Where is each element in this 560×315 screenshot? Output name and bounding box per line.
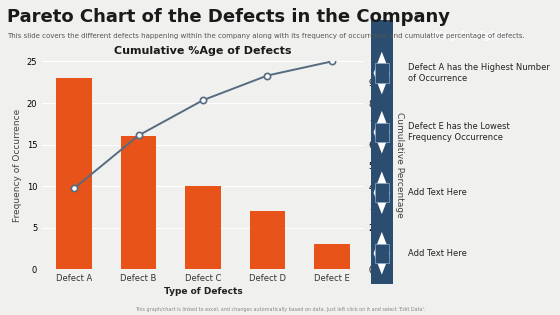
- Y-axis label: Cumulative Percentage: Cumulative Percentage: [395, 112, 404, 218]
- Bar: [314, 244, 349, 269]
- Text: Add Text Here: Add Text Here: [408, 249, 466, 258]
- Text: Pareto Chart of the Defects in the Company: Pareto Chart of the Defects in the Compa…: [7, 8, 450, 26]
- FancyBboxPatch shape: [371, 20, 393, 284]
- Bar: [250, 211, 285, 269]
- Text: This slide covers the different defects happening within the company along with : This slide covers the different defects …: [7, 33, 525, 39]
- Text: Defect E has the Lowest
Frequency Occurrence: Defect E has the Lowest Frequency Occurr…: [408, 122, 510, 142]
- Bar: [185, 186, 221, 269]
- Text: Add Text Here: Add Text Here: [408, 188, 466, 197]
- FancyBboxPatch shape: [375, 63, 389, 83]
- FancyBboxPatch shape: [375, 243, 389, 263]
- FancyBboxPatch shape: [375, 123, 389, 142]
- Text: Defect A has the Highest Number
of Occurrence: Defect A has the Highest Number of Occur…: [408, 63, 549, 83]
- Text: Key Insights: Key Insights: [434, 31, 511, 41]
- FancyBboxPatch shape: [375, 183, 389, 203]
- Polygon shape: [372, 49, 391, 97]
- Title: Cumulative %Age of Defects: Cumulative %Age of Defects: [114, 47, 292, 56]
- Y-axis label: Frequency of Occurrence: Frequency of Occurrence: [13, 109, 22, 222]
- Bar: [121, 136, 156, 269]
- X-axis label: Type of Defects: Type of Defects: [164, 287, 242, 296]
- Polygon shape: [372, 169, 391, 216]
- Text: This graph/chart is linked to excel, and changes automatically based on data. Ju: This graph/chart is linked to excel, and…: [135, 307, 425, 312]
- Polygon shape: [372, 230, 391, 277]
- Polygon shape: [372, 109, 391, 156]
- Bar: [57, 78, 92, 269]
